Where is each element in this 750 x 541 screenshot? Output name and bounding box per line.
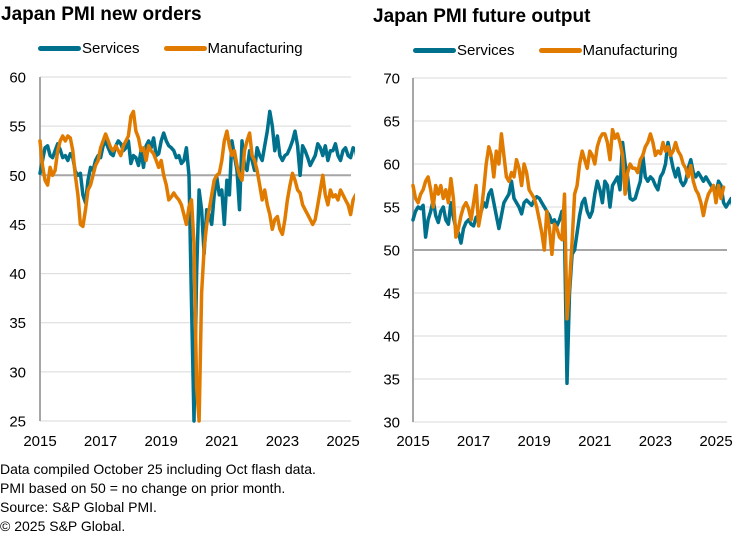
x-tick-label: 2025 xyxy=(699,433,732,450)
x-tick-label: 2017 xyxy=(84,433,117,450)
y-tick-label: 30 xyxy=(9,364,26,381)
chart-title-future-output: Japan PMI future output xyxy=(373,6,591,27)
y-tick-label: 70 xyxy=(383,71,400,88)
legend-swatch-services xyxy=(38,46,81,51)
x-tick-label: 2019 xyxy=(518,433,551,450)
legend-label-manufacturing: Manufacturing xyxy=(207,40,303,57)
legend-item-manufacturing: Manufacturing xyxy=(538,42,678,59)
x-tick-label: 2021 xyxy=(578,433,611,450)
legend-label-services: Services xyxy=(82,40,140,57)
y-tick-label: 60 xyxy=(9,70,26,87)
legend-swatch-manufacturing xyxy=(163,46,207,51)
x-tick-label: 2015 xyxy=(23,433,56,450)
legend-item-services: Services xyxy=(413,42,515,59)
footnotes: Data compiled October 25 including Oct f… xyxy=(0,460,316,536)
y-tick-label: 45 xyxy=(383,286,400,303)
legend-swatch-manufacturing xyxy=(538,48,582,53)
y-tick-label: 55 xyxy=(383,200,400,217)
footnote-copyright: © 2025 S&P Global. xyxy=(0,518,126,534)
y-tick-label: 50 xyxy=(383,243,400,260)
legend-item-manufacturing: Manufacturing xyxy=(163,40,303,57)
y-tick-label: 25 xyxy=(9,414,26,431)
footnote-data-compiled: Data compiled October 25 including Oct f… xyxy=(0,461,316,477)
legend-label-services: Services xyxy=(457,42,515,59)
chart-title-new-orders: Japan PMI new orders xyxy=(1,4,202,25)
x-tick-label: 2015 xyxy=(396,433,429,450)
legend-label-manufacturing: Manufacturing xyxy=(582,42,678,59)
y-tick-label: 50 xyxy=(9,168,26,185)
legend-swatch-services xyxy=(413,48,456,53)
x-tick-label: 2017 xyxy=(457,433,490,450)
y-tick-label: 60 xyxy=(383,157,400,174)
y-tick-label: 65 xyxy=(383,114,400,131)
y-tick-label: 45 xyxy=(9,217,26,234)
x-tick-label: 2025 xyxy=(326,433,359,450)
legend-future-output: Services Manufacturing xyxy=(413,42,702,59)
y-tick-label: 40 xyxy=(383,329,400,346)
footnote-source: Source: S&P Global PMI. xyxy=(0,499,157,515)
x-tick-label: 2023 xyxy=(266,433,299,450)
y-tick-label: 30 xyxy=(383,415,400,432)
x-tick-label: 2019 xyxy=(145,433,178,450)
series-line-manufacturing xyxy=(411,127,726,321)
y-tick-label: 35 xyxy=(383,372,400,389)
x-tick-label: 2023 xyxy=(639,433,672,450)
y-tick-label: 40 xyxy=(9,266,26,283)
series-line-services xyxy=(411,140,731,386)
series-line-manufacturing xyxy=(38,109,355,423)
legend-new-orders: Services Manufacturing xyxy=(38,40,327,57)
y-tick-label: 35 xyxy=(9,315,26,332)
y-tick-label: 55 xyxy=(9,119,26,136)
x-tick-label: 2021 xyxy=(205,433,238,450)
legend-item-services: Services xyxy=(38,40,140,57)
footnote-pmi-basis: PMI based on 50 = no change on prior mon… xyxy=(0,480,286,496)
